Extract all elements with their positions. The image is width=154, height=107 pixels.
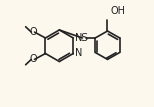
Text: S: S — [81, 33, 88, 43]
Text: N: N — [75, 33, 83, 43]
Text: O: O — [29, 27, 37, 37]
Text: OH: OH — [111, 6, 126, 16]
Text: N: N — [75, 48, 83, 59]
Text: O: O — [29, 54, 37, 64]
